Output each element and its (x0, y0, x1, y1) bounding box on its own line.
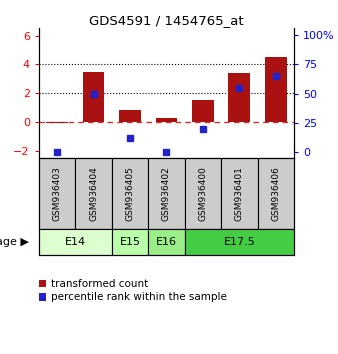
Text: GSM936403: GSM936403 (53, 166, 62, 221)
Text: GSM936401: GSM936401 (235, 166, 244, 221)
Bar (112, 158, 148, 229)
Bar (82, 72, 104, 122)
Bar (265, 57, 287, 122)
Text: GSM936404: GSM936404 (89, 166, 98, 221)
Bar (221, 158, 258, 229)
Text: E17.5: E17.5 (223, 237, 255, 247)
Bar (148, 229, 185, 255)
Title: GDS4591 / 1454765_at: GDS4591 / 1454765_at (89, 14, 244, 27)
Bar (228, 73, 250, 122)
Text: E15: E15 (120, 237, 141, 247)
Text: age ▶: age ▶ (0, 237, 29, 247)
Text: GSM936405: GSM936405 (125, 166, 135, 221)
Bar (185, 229, 294, 255)
Text: percentile rank within the sample: percentile rank within the sample (51, 292, 227, 302)
Bar (148, 158, 185, 229)
Bar (75, 158, 112, 229)
Text: GSM936402: GSM936402 (162, 166, 171, 221)
Bar (46, 122, 68, 123)
Bar (112, 229, 148, 255)
Bar (258, 158, 294, 229)
Text: GSM936400: GSM936400 (198, 166, 208, 221)
Text: transformed count: transformed count (51, 279, 149, 289)
Bar (39, 158, 75, 229)
Bar (119, 110, 141, 122)
Bar (155, 118, 177, 122)
Bar (185, 158, 221, 229)
Bar (192, 101, 214, 122)
Text: GSM936406: GSM936406 (271, 166, 280, 221)
Bar (39, 229, 112, 255)
Text: E14: E14 (65, 237, 86, 247)
Text: E16: E16 (156, 237, 177, 247)
